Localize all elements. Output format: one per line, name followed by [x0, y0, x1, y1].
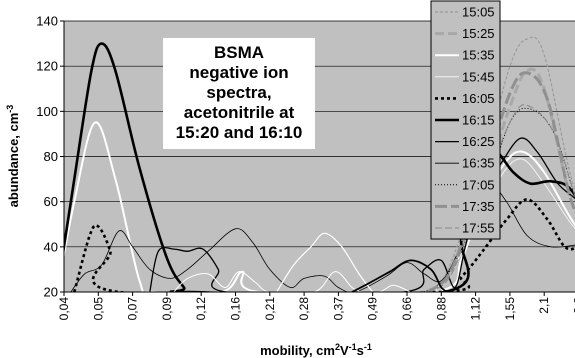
y-tick-label: 140	[36, 14, 58, 29]
annotation-line-4: acetonitrile at	[183, 103, 295, 122]
series-line-unlabeled-13	[351, 259, 449, 292]
series-line-1545	[433, 158, 575, 292]
x-axis-label-sup1: 2	[335, 342, 340, 352]
y-axis-ticks: 20 40 60 80 100 120 140	[36, 14, 64, 300]
x-tick-label: 0,88	[434, 297, 448, 321]
x-tick-label: 1,55	[503, 297, 517, 321]
x-tick-label: 0,37	[331, 297, 345, 321]
legend-label: 17:35	[462, 199, 495, 214]
annotation-line-5: 15:20 and 16:10	[175, 123, 303, 142]
legend: 15:05 15:25 15:35 15:45 16:05 16:15 16:25 16:35…	[430, 0, 501, 240]
legend-label: 15:25	[462, 26, 495, 41]
x-tick-label: 2,8	[572, 297, 575, 314]
chart-annotation: BSMA negative ion spectra, acetonitrile …	[163, 38, 315, 149]
series-line-1755	[427, 104, 575, 292]
y-tick-label: 100	[36, 104, 58, 119]
legend-label: 16:25	[462, 134, 495, 149]
x-tick-label: 0,66	[400, 297, 414, 321]
y-axis-label-text: abundance, cm	[6, 113, 21, 208]
x-axis-label-text: mobility, cm	[260, 343, 335, 358]
y-tick-label: 60	[44, 194, 58, 209]
y-tick-label: 80	[44, 149, 58, 164]
series-line-unlabeled-11	[173, 271, 411, 292]
x-tick-label: 0,49	[366, 297, 380, 321]
series-lines	[64, 36, 575, 292]
legend-label: 17:55	[462, 221, 495, 236]
series-line-1505	[427, 36, 575, 292]
x-tick-label: 0,21	[263, 297, 277, 321]
legend-label: 15:35	[462, 48, 495, 63]
x-axis-label-s: s	[357, 343, 364, 358]
y-tick-label: 20	[44, 285, 58, 300]
series-line-1615	[64, 42, 575, 292]
x-axis-ticks: 0,04 0,05 0,07 0,09 0,12 0,16 0,21 0,28 0,37 0,49…	[57, 292, 575, 320]
legend-label: 15:45	[462, 69, 495, 84]
y-axis-label-sup: -3	[5, 105, 15, 113]
x-axis-label-sup2: -1	[349, 342, 357, 352]
series-line-1625	[149, 137, 575, 292]
x-tick-label: 0,05	[91, 297, 105, 321]
x-tick-label: 2,1	[537, 297, 551, 314]
x-tick-label: 0,09	[160, 297, 174, 321]
x-tick-label: 0,28	[297, 297, 311, 321]
y-axis-label: abundance, cm-3	[5, 105, 21, 208]
x-axis-label-sup3: -1	[364, 342, 372, 352]
series-line-1535	[64, 121, 575, 292]
x-axis-label: mobility, cm2V-1s-1	[260, 342, 372, 358]
series-line-1735	[426, 71, 575, 292]
x-axis-label-v: V	[340, 343, 349, 358]
legend-label: 16:35	[462, 156, 495, 171]
x-tick-label: 0,04	[57, 297, 71, 321]
x-tick-label: 0,07	[126, 297, 140, 321]
legend-label: 17:05	[462, 177, 495, 192]
annotation-line-2: negative ion	[189, 63, 289, 82]
x-tick-label: 1,12	[469, 297, 483, 321]
x-tick-label: 0,16	[229, 297, 243, 321]
legend-label: 15:05	[462, 5, 495, 20]
y-tick-label: 120	[36, 59, 58, 74]
annotation-line-1: BSMA	[213, 43, 265, 62]
legend-label: 16:05	[462, 91, 495, 106]
annotation-line-3: spectra,	[206, 83, 272, 102]
x-tick-label: 0,12	[194, 297, 208, 321]
y-tick-label: 40	[44, 239, 58, 254]
series-line-unlabeled-12	[276, 232, 374, 292]
legend-label: 16:15	[462, 113, 495, 128]
